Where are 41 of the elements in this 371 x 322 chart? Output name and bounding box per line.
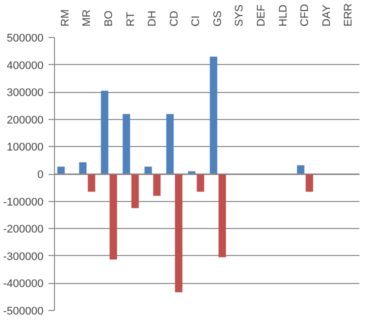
bar <box>196 174 204 192</box>
y-tick-label: -200000 <box>3 224 44 236</box>
bar <box>306 174 314 192</box>
bar <box>174 174 182 292</box>
y-tick-label: 200000 <box>6 114 44 126</box>
x-tick-label: CI <box>190 16 202 26</box>
bar <box>110 174 118 260</box>
y-tick-label: 300000 <box>6 87 44 100</box>
bar <box>88 174 96 192</box>
x-tick-label: MR <box>81 9 94 26</box>
x-tick-label: CFD <box>299 4 312 26</box>
bar <box>153 174 161 196</box>
x-tick-label: HLD <box>277 4 290 26</box>
y-tick-label: -400000 <box>3 278 44 290</box>
x-tick-label: DEF <box>255 4 268 26</box>
bar <box>218 174 226 258</box>
x-tick-label: ERR <box>342 3 355 26</box>
bar <box>57 166 65 174</box>
bar <box>166 114 174 174</box>
x-tick-label: BO <box>102 10 115 26</box>
x-tick-label: CD <box>168 10 180 26</box>
bar <box>131 174 139 208</box>
x-tick-label: DH <box>146 10 159 26</box>
y-tick-label: 500000 <box>6 32 44 44</box>
y-tick-label: 400000 <box>6 60 44 72</box>
y-tick-label: -500000 <box>3 306 44 318</box>
bar <box>79 162 87 174</box>
bar <box>122 114 130 174</box>
x-tick-label: GS <box>212 10 224 26</box>
x-tick-label: DAY <box>320 4 333 26</box>
bar <box>100 90 108 174</box>
x-tick-label: RT <box>124 12 137 26</box>
bar <box>144 166 152 174</box>
y-tick-label: 100000 <box>6 142 44 154</box>
bar <box>210 56 218 174</box>
x-tick-label: RM <box>59 9 72 26</box>
x-tick-label: SYS <box>234 4 246 26</box>
y-tick-label: -100000 <box>3 196 44 208</box>
y-tick-label: 0 <box>37 169 44 181</box>
bar <box>296 165 304 174</box>
y-tick-label: -300000 <box>3 250 44 263</box>
